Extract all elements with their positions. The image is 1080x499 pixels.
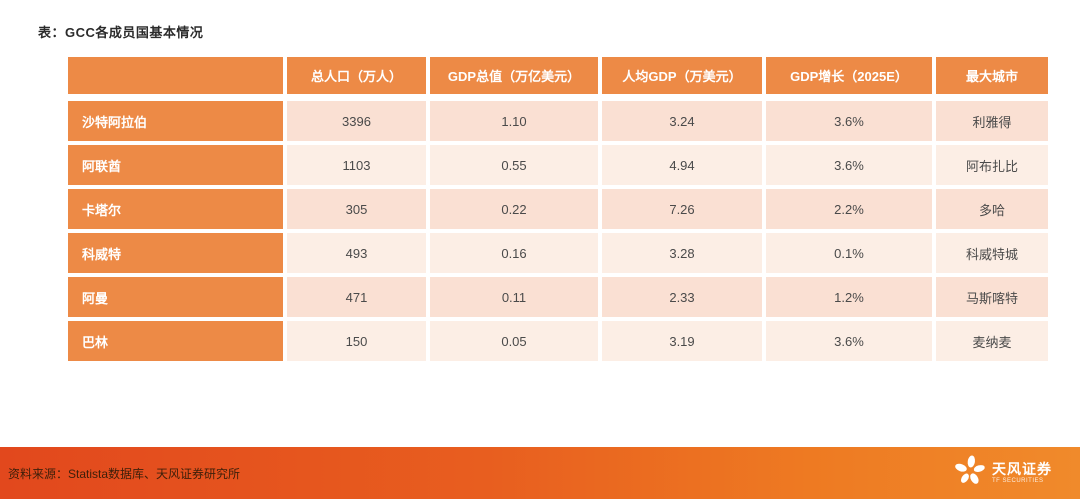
table-cell: 471 bbox=[287, 277, 426, 317]
table-cell: 3.6% bbox=[766, 145, 932, 185]
table-title: 表：GCC各成员国基本情况 bbox=[38, 25, 204, 40]
table-cell: 0.55 bbox=[430, 145, 598, 185]
table-cell: 1103 bbox=[287, 145, 426, 185]
table-cell: 阿布扎比 bbox=[936, 145, 1048, 185]
footer-band: 资料来源：Statista数据库、天风证券研究所 天风证券 TF SECURIT… bbox=[0, 447, 1080, 499]
table-cell: 3396 bbox=[287, 101, 426, 141]
table-cell: 多哈 bbox=[936, 189, 1048, 229]
table-cell: 3.19 bbox=[602, 321, 762, 361]
gcc-members-table: 总人口（万人） GDP总值（万亿美元） 人均GDP（万美元） GDP增长（202… bbox=[68, 57, 1048, 361]
table-cell: 0.22 bbox=[430, 189, 598, 229]
row-header-oman: 阿曼 bbox=[68, 277, 283, 317]
table-cell: 3.6% bbox=[766, 101, 932, 141]
tf-securities-logo: 天风证券 TF SECURITIES bbox=[954, 454, 1052, 493]
source-note: 资料来源：Statista数据库、天风证券研究所 bbox=[8, 466, 241, 481]
table-cell: 利雅得 bbox=[936, 101, 1048, 141]
column-header-largest-city: 最大城市 bbox=[936, 57, 1048, 94]
logo-text: 天风证券 TF SECURITIES bbox=[992, 462, 1052, 484]
column-header-gdp-growth: GDP增长（2025E） bbox=[766, 57, 932, 94]
table-cell: 2.33 bbox=[602, 277, 762, 317]
table-cell: 0.11 bbox=[430, 277, 598, 317]
table-cell: 1.2% bbox=[766, 277, 932, 317]
row-header-saudi-arabia: 沙特阿拉伯 bbox=[68, 101, 283, 141]
column-header-gdp-total: GDP总值（万亿美元） bbox=[430, 57, 598, 94]
table-cell: 7.26 bbox=[602, 189, 762, 229]
table-cell: 0.05 bbox=[430, 321, 598, 361]
column-header-gdp-per-capita: 人均GDP（万美元） bbox=[602, 57, 762, 94]
table-cell: 马斯喀特 bbox=[936, 277, 1048, 317]
table-cell: 4.94 bbox=[602, 145, 762, 185]
logo-subtext: TF SECURITIES bbox=[992, 478, 1044, 484]
table-cell: 0.16 bbox=[430, 233, 598, 273]
row-header-bahrain: 巴林 bbox=[68, 321, 283, 361]
table-cell: 1.10 bbox=[430, 101, 598, 141]
table-cell: 麦纳麦 bbox=[936, 321, 1048, 361]
flower-petal-icon bbox=[954, 454, 986, 493]
row-header-kuwait: 科威特 bbox=[68, 233, 283, 273]
table-cell: 305 bbox=[287, 189, 426, 229]
table-cell: 0.1% bbox=[766, 233, 932, 273]
table-cell: 科威特城 bbox=[936, 233, 1048, 273]
table-cell: 150 bbox=[287, 321, 426, 361]
table-cell: 493 bbox=[287, 233, 426, 273]
table-cell: 2.2% bbox=[766, 189, 932, 229]
column-header-population: 总人口（万人） bbox=[287, 57, 426, 94]
row-header-uae: 阿联酋 bbox=[68, 145, 283, 185]
table-cell: 3.28 bbox=[602, 233, 762, 273]
table-cell: 3.24 bbox=[602, 101, 762, 141]
logo-name: 天风证券 bbox=[992, 461, 1052, 477]
table-cell: 3.6% bbox=[766, 321, 932, 361]
column-header-blank bbox=[68, 57, 283, 94]
row-header-qatar: 卡塔尔 bbox=[68, 189, 283, 229]
